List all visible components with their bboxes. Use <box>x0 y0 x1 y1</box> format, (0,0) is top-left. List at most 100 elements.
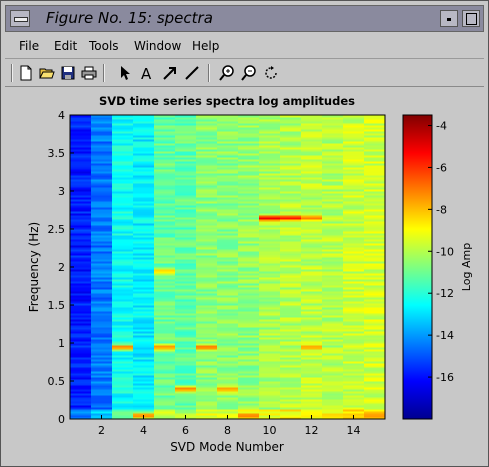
heatmap-cell <box>91 363 113 366</box>
heatmap-cell <box>70 397 92 400</box>
heatmap-cell <box>154 145 176 148</box>
heatmap-cell <box>322 411 344 414</box>
minimize-button[interactable] <box>440 10 458 27</box>
title-bar[interactable]: Figure No. 15: spectra <box>5 5 484 32</box>
insert-line-button[interactable] <box>182 63 202 83</box>
heatmap-cell <box>196 121 218 124</box>
heatmap-cell <box>301 163 323 166</box>
heatmap-cell <box>70 283 92 286</box>
heatmap-cell <box>154 157 176 160</box>
heatmap-cell <box>364 165 386 168</box>
heatmap-cell <box>301 399 323 402</box>
heatmap-cell <box>301 411 323 414</box>
heatmap-cell <box>343 351 365 354</box>
heatmap-cell <box>91 259 113 262</box>
heatmap-cell <box>301 281 323 284</box>
heatmap-cell <box>196 209 218 212</box>
save-button[interactable] <box>58 63 78 83</box>
heatmap-cell <box>175 267 197 270</box>
heatmap-cell <box>154 295 176 298</box>
heatmap-cell <box>154 343 176 346</box>
heatmap-cell <box>112 351 134 354</box>
print-button[interactable] <box>79 63 99 83</box>
menu-edit[interactable]: Edit <box>54 39 78 53</box>
heatmap-cell <box>154 297 176 300</box>
heatmap-cell <box>238 169 260 172</box>
heatmap-cell <box>238 179 260 182</box>
heatmap-cell <box>70 385 92 388</box>
heatmap-cell <box>133 251 155 254</box>
heatmap-cell <box>322 207 344 210</box>
maximize-button[interactable] <box>462 10 480 27</box>
heatmap-cell <box>133 265 155 268</box>
heatmap-cell <box>91 395 113 398</box>
heatmap-cell <box>238 291 260 294</box>
heatmap-cell <box>301 135 323 138</box>
heatmap-cell <box>343 321 365 324</box>
heatmap-cell <box>112 317 134 320</box>
menu-tools[interactable]: Tools <box>89 39 119 53</box>
heatmap-cell <box>280 371 302 374</box>
heatmap-cell <box>217 257 239 260</box>
insert-text-button[interactable]: A <box>137 63 157 83</box>
heatmap-cell <box>154 181 176 184</box>
heatmap-cell <box>259 353 281 356</box>
heatmap-cell <box>364 207 386 210</box>
heatmap-cell <box>343 403 365 406</box>
heatmap-cell <box>217 245 239 248</box>
heatmap-cell <box>175 223 197 226</box>
heatmap-cell <box>70 265 92 268</box>
zoom-out-button[interactable] <box>239 63 259 83</box>
heatmap-cell <box>154 363 176 366</box>
heatmap-cell <box>175 355 197 358</box>
new-file-button[interactable] <box>16 63 36 83</box>
heatmap-cell <box>259 371 281 374</box>
heatmap-cell <box>196 271 218 274</box>
heatmap-cell <box>112 393 134 396</box>
heatmap-cell <box>112 223 134 226</box>
menu-file[interactable]: File <box>19 39 40 53</box>
select-button[interactable] <box>115 63 135 83</box>
insert-arrow-button[interactable] <box>160 63 180 83</box>
heatmap-cell <box>259 187 281 190</box>
heatmap-cell <box>217 217 239 220</box>
heatmap-cell <box>91 399 113 402</box>
heatmap-cell <box>133 277 155 280</box>
heatmap-cell <box>70 225 92 228</box>
heatmap-cell <box>238 181 260 184</box>
open-file-button[interactable] <box>37 63 57 83</box>
heatmap-cell <box>91 143 113 146</box>
heatmap-cell <box>91 219 113 222</box>
heatmap-cell <box>238 281 260 284</box>
heatmap-cell <box>280 385 302 388</box>
menu-help[interactable]: Help <box>192 39 220 53</box>
heatmap-cell <box>133 407 155 410</box>
menu-window[interactable]: Window <box>134 39 182 53</box>
heatmap-cell <box>91 227 113 230</box>
heatmap-cell <box>133 155 155 158</box>
heatmap-cell <box>364 167 386 170</box>
heatmap-cell <box>343 253 365 256</box>
window-menu-button[interactable] <box>10 10 30 27</box>
colorbar-tick-label: -6 <box>436 161 447 174</box>
heatmap-cell <box>280 305 302 308</box>
heatmap-cell <box>70 353 92 356</box>
heatmap-cell <box>259 357 281 360</box>
heatmap-cell <box>217 407 239 410</box>
heatmap-cell <box>301 311 323 314</box>
heatmap-cell <box>238 339 260 342</box>
heatmap-cell <box>70 351 92 354</box>
heatmap-cell <box>259 285 281 288</box>
zoom-in-button[interactable] <box>217 63 237 83</box>
heatmap-cell <box>280 291 302 294</box>
heatmap-cell <box>280 293 302 296</box>
heatmap-cell <box>70 259 92 262</box>
heatmap-cell <box>280 185 302 188</box>
heatmap-cell <box>154 337 176 340</box>
heatmap-cell <box>91 209 113 212</box>
heatmap-cell <box>364 161 386 164</box>
heatmap-cell <box>280 145 302 148</box>
heatmap-cell <box>196 181 218 184</box>
heatmap-cell <box>175 361 197 364</box>
rotate-button[interactable] <box>261 63 281 83</box>
